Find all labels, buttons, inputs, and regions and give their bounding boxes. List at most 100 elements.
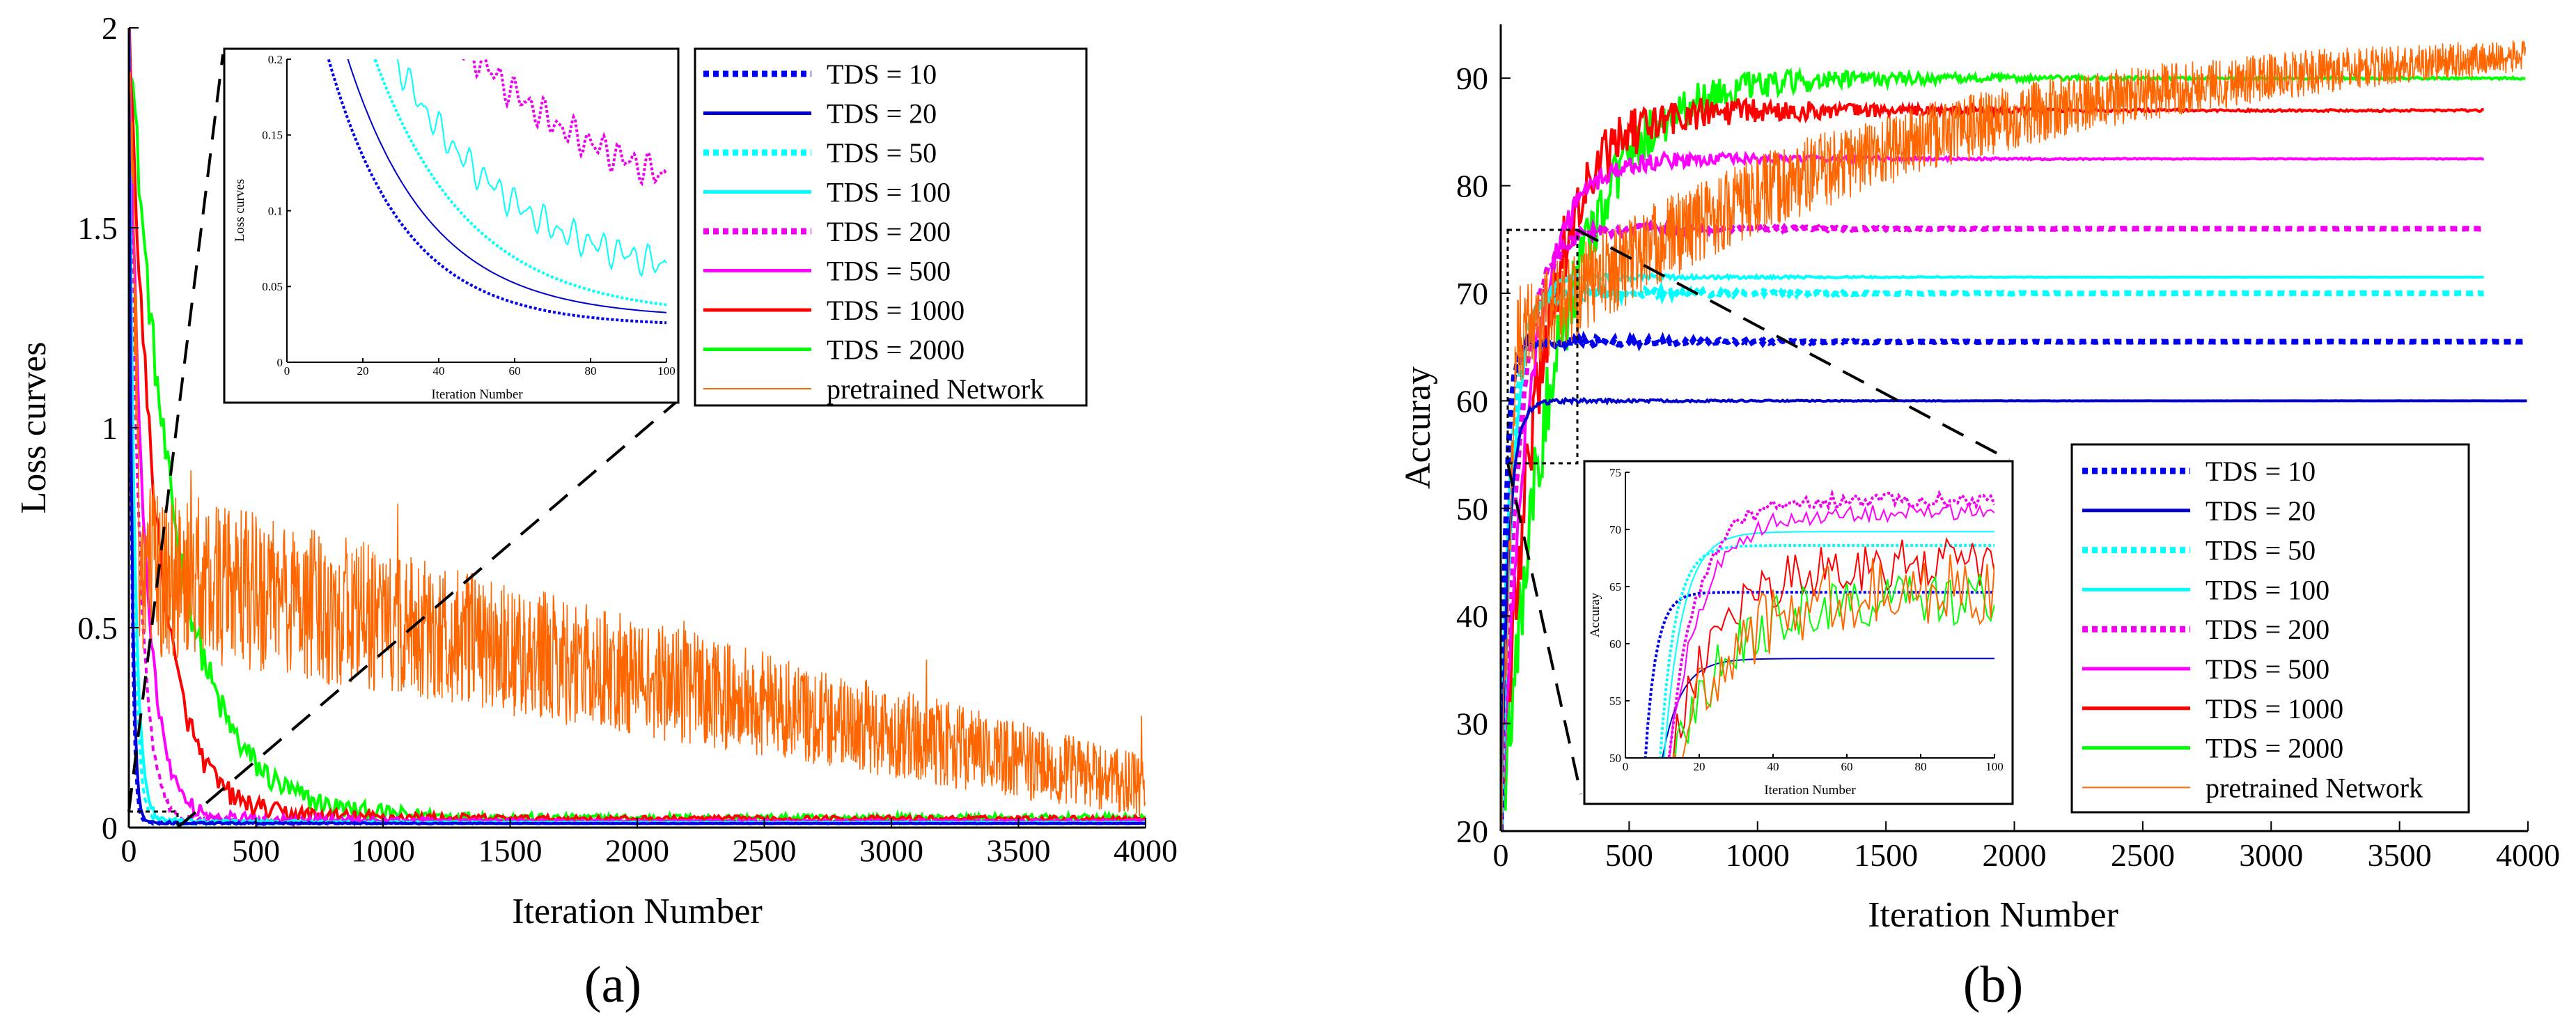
panel-b-ytick-label: 50: [1456, 491, 1488, 527]
panel-b-inset-line: [1644, 591, 1995, 758]
panel-a-inset-ytick-label: 0.2: [268, 53, 283, 66]
panel-a-inset-xtick-label: 80: [585, 364, 597, 378]
panel-a-inset-ytick-label: 0.1: [268, 204, 283, 217]
panel-b-y-ticks: 20 30 40 50 60 70 80 90: [1456, 61, 1511, 849]
panel-a-inset-xtick-label: 0: [284, 364, 290, 378]
legend-label: TDS = 500: [2206, 653, 2329, 685]
legend-label: pretrained Network: [827, 373, 1044, 405]
legend-label: TDS = 50: [827, 137, 937, 169]
legend-label: TDS = 1000: [2206, 693, 2343, 724]
panel-a-series-line: [129, 28, 1146, 826]
panel-b-inset-line: [1662, 658, 1995, 758]
panel-b-inset-y-ticks: 50 55 60 65 70 75: [1609, 466, 1630, 765]
panel-a-zoom-line-top: [127, 54, 224, 812]
panel-b-inset-ytick-label: 60: [1609, 637, 1621, 651]
legend-label: TDS = 200: [2206, 614, 2329, 645]
panel-a-zoom-line-bottom: [176, 401, 677, 829]
panel-b-inset-xtick-label: 20: [1694, 760, 1705, 773]
panel-b-inset-ytick-label: 55: [1609, 695, 1621, 708]
panel-a-xtick-label: 500: [232, 832, 280, 868]
panel-b-inset-line: [1667, 488, 1995, 758]
panel-a-inset-series: [327, 59, 666, 325]
legend-label: TDS = 1000: [827, 295, 965, 326]
panel-b-inset-xlabel: Iteration Number: [1764, 783, 1856, 798]
panel-a-legend-frame: [694, 47, 1088, 407]
panel-b-series-pretrained: [1501, 40, 2527, 831]
panel-a-xtick-label: 1000: [351, 832, 415, 868]
panel-a-inset-x-ticks: 0 20 40 60 80 100: [284, 358, 676, 378]
panel-b-inset-xtick-label: 40: [1767, 760, 1779, 773]
panel-a-inset-line: [347, 59, 666, 313]
panel-b-series-line: [1501, 279, 2484, 827]
panel-a-ytick-label: 1.5: [77, 210, 118, 246]
panel-b-label: (b): [1963, 956, 2023, 1014]
panel-b-ytick-label: 40: [1456, 598, 1488, 634]
panel-b-inset-xtick-label: 60: [1841, 760, 1853, 773]
panel-a-xlabel: Iteration Number: [512, 892, 763, 931]
panel-b-xlabel: Iteration Number: [1868, 895, 2118, 935]
legend-label: TDS = 2000: [827, 334, 965, 366]
panel-a-series-pretrained: [129, 28, 1146, 816]
panel-b-xtick-label: 1000: [1726, 837, 1790, 873]
panel-b-inset-line: [1659, 544, 1995, 758]
panel-b-xtick-label: 500: [1605, 837, 1653, 873]
panel-b-series-line: [1501, 329, 2527, 831]
panel-b-ytick-label: 90: [1456, 61, 1488, 96]
panel-b-ytick-label: 70: [1456, 276, 1488, 311]
panel-b-inset-xtick-label: 100: [1985, 760, 2004, 773]
panel-a-inset-line: [373, 59, 666, 277]
legend-label: TDS = 10: [2206, 456, 2316, 487]
panel-a-inset-ytick-label: 0.15: [262, 129, 283, 142]
panel-a-inset-xtick-label: 60: [509, 364, 521, 378]
panel-b-ytick-label: 30: [1456, 706, 1488, 742]
panel-a-ylabel: Loss curves: [14, 342, 54, 514]
panel-a-xtick-label: 1500: [478, 832, 542, 868]
panel-b-legend: TDS = 10 TDS = 20 TDS = 50 TDS = 100 TDS = 2…: [2070, 443, 2470, 814]
panel-b-series-line: [1501, 396, 2527, 829]
legend-label: TDS = 50: [2206, 535, 2316, 566]
panel-b-ytick-label: 20: [1456, 814, 1488, 849]
panel-a-inset-ytick-label: 0: [277, 356, 283, 369]
panel-a-ytick-label: 0.5: [77, 610, 118, 646]
panel-b-xtick-label: 4000: [2496, 837, 2560, 873]
panel-a-ytick-label: 0: [102, 810, 118, 846]
panel-b-inset-xtick-label: 80: [1915, 760, 1927, 773]
panel-a-inset: 0 20 40 60 80 100 0 0.05 0.1 0.15 0.2 Iteration N…: [223, 47, 680, 404]
panel-a-inset-line: [462, 59, 666, 187]
panel-b-inset-ytick-label: 50: [1609, 752, 1621, 765]
legend-label: TDS = 2000: [2206, 733, 2343, 764]
panel-b: 0 500 1000 1500 2000 2500 3000 3500 4000 2030405…: [1398, 24, 2560, 1014]
panel-b-inset-line: [1663, 531, 1995, 758]
legend-label: TDS = 10: [827, 59, 937, 90]
panel-a-xtick-label: 4000: [1114, 832, 1178, 868]
legend-label: TDS = 100: [827, 177, 951, 208]
panel-b-xtick-label: 0: [1493, 837, 1509, 873]
panel-b-inset: 0 20 40 60 80 100 50 55 60 65 70 75 Iteration Numb…: [1583, 460, 2014, 805]
panel-a-xtick-label: 3500: [987, 832, 1051, 868]
panel-b-xtick-label: 2000: [1983, 837, 2047, 873]
panel-a-xtick-label: 2000: [605, 832, 669, 868]
legend-label: TDS = 100: [2206, 574, 2329, 605]
panel-b-zoom-line-bottom: [1506, 463, 1582, 795]
panel-b-series-line: [1501, 150, 2484, 831]
panel-a-inset-xtick-label: 100: [657, 364, 676, 378]
panel-b-xtick-label: 1500: [1854, 837, 1918, 873]
legend-label: pretrained Network: [2206, 772, 2423, 803]
panel-a-ytick-label: 2: [102, 10, 118, 46]
panel-b-inset-x-ticks: 0 20 40 60 80 100: [1623, 754, 2004, 773]
panel-b-inset-ytick-label: 75: [1609, 466, 1621, 479]
panel-b-x-ticks: 0 500 1000 1500 2000 2500 3000 3500 4000: [1493, 821, 2560, 873]
legend-label: TDS = 200: [827, 216, 951, 247]
panel-a-inset-xlabel: Iteration Number: [431, 387, 523, 402]
panel-b-zoom-line-top: [1577, 228, 2010, 461]
panel-a-xtick-label: 0: [121, 832, 137, 868]
panel-b-inset-line: [1669, 501, 1995, 758]
legend-label: TDS = 20: [2206, 495, 2316, 527]
panel-b-inset-xtick-label: 0: [1623, 760, 1629, 773]
panel-a-inset-xtick-label: 40: [433, 364, 445, 378]
panel-b-xtick-label: 3000: [2239, 837, 2303, 873]
panel-a-inset-y-ticks: 0 0.05 0.1 0.15 0.2: [262, 53, 291, 369]
panel-b-inset-line: [1672, 554, 1995, 758]
panel-a-xtick-label: 3000: [859, 832, 923, 868]
